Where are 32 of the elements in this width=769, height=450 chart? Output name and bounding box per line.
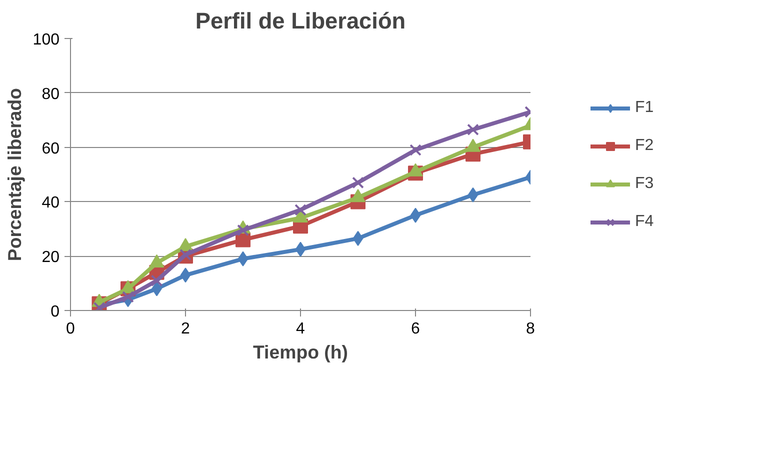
- x-tick-label: 8: [526, 320, 536, 338]
- point: [352, 176, 364, 189]
- x-tick-label: 6: [411, 320, 420, 338]
- point: [410, 144, 422, 156]
- legend-label: F2: [635, 137, 655, 155]
- y-tick-label: 100: [32, 32, 60, 48]
- point: [468, 187, 478, 202]
- point: [410, 208, 421, 223]
- point: [295, 242, 306, 257]
- point: [237, 224, 249, 236]
- point: [180, 268, 191, 283]
- point: [294, 204, 306, 216]
- point: [180, 248, 192, 261]
- point: [467, 124, 479, 136]
- x-axis-title: Tiempo (h): [253, 342, 348, 362]
- y-tick-label: 40: [42, 194, 60, 212]
- point: [352, 230, 364, 246]
- legend-label: F3: [635, 175, 655, 193]
- y-tick-label: 60: [42, 140, 60, 158]
- chart-title: Perfil de Liberación: [195, 8, 406, 34]
- point: [150, 274, 163, 287]
- point: [122, 290, 134, 303]
- y-tick-label: 20: [42, 249, 60, 266]
- x-tick-label: 2: [181, 320, 190, 338]
- x-tick-label: 4: [296, 320, 306, 338]
- y-tick-label: 0: [50, 304, 60, 320]
- legend-label: F4: [635, 213, 655, 231]
- y-axis-title: Porcentaje liberado: [4, 88, 25, 262]
- y-tick-label: 80: [42, 86, 60, 103]
- point: [238, 251, 248, 266]
- legend-label: F1: [635, 99, 655, 117]
- x-tick-label: 0: [66, 320, 76, 338]
